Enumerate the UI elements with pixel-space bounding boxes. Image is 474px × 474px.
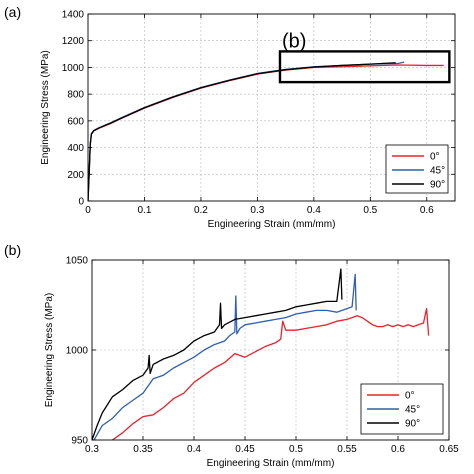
- y-tick-label: 1000: [66, 346, 89, 357]
- panel-b-label: (b): [4, 242, 21, 258]
- callout-label: (b): [282, 30, 306, 52]
- legend-label: 45°: [405, 405, 420, 416]
- series-line-2: [88, 62, 396, 201]
- legend-label: 0°: [405, 391, 415, 402]
- series-line-0: [110, 307, 430, 440]
- x-tick-label: 0.3: [85, 444, 99, 455]
- x-tick-label: 0.6: [391, 444, 405, 455]
- series-line-1: [93, 273, 357, 440]
- y-tick-label: 400: [67, 143, 84, 154]
- x-tick-label: 0.35: [133, 444, 153, 455]
- y-axis-title: Engineering Stress (MPa): [40, 50, 51, 165]
- x-tick-label: 0.2: [194, 205, 208, 216]
- chart-panel-b: 0.3 0.35 0.4 0.45 0.5 0.55 0.6 0.65 950 1000 1050 E…: [44, 256, 459, 470]
- x-tick-label: 0.5: [289, 444, 303, 455]
- x-axis-title: Engineering Strain (mm/mm): [208, 219, 336, 230]
- legend: 0° 45° 90°: [385, 144, 449, 194]
- x-tick-label: 0.5: [363, 205, 377, 216]
- y-tick-label: 0: [78, 197, 84, 208]
- legend: 0° 45° 90°: [360, 383, 444, 435]
- legend-label: 0°: [430, 152, 440, 163]
- x-tick-label: 0.4: [187, 444, 201, 455]
- legend-box: [385, 144, 449, 194]
- x-tick-label: 0: [85, 205, 91, 216]
- y-axis-title: Engineering Stress (MPa): [44, 293, 55, 408]
- y-tick-label: 800: [67, 90, 84, 101]
- legend-label: 90°: [405, 419, 420, 430]
- x-tick-label: 0.3: [250, 205, 264, 216]
- y-tick-label: 1000: [62, 63, 85, 74]
- x-tick-label: 0.4: [307, 205, 321, 216]
- series-line-2: [92, 268, 343, 440]
- chart-panel-a: 0 0.1 0.2 0.3 0.4 0.5 0.6 0 200 400 600 800 1000 1200…: [40, 10, 456, 230]
- x-tick-label: 0.6: [420, 205, 434, 216]
- y-tick-label: 200: [67, 170, 84, 181]
- legend-label: 90°: [430, 180, 445, 191]
- x-tick-label: 0.1: [138, 205, 152, 216]
- y-tick-label: 1400: [62, 10, 85, 21]
- x-tick-label: 0.55: [337, 444, 357, 455]
- y-tick-label: 1050: [66, 256, 89, 267]
- callout-box: [278, 50, 451, 84]
- y-tick-label: 950: [71, 436, 88, 447]
- panel-a-label: (a): [4, 4, 21, 20]
- y-tick-label: 600: [67, 116, 84, 127]
- x-tick-label: 0.65: [439, 444, 459, 455]
- x-tick-label: 0.45: [235, 444, 255, 455]
- legend-label: 45°: [430, 166, 445, 177]
- x-axis-title: Engineering Strain (mm/mm): [207, 458, 335, 469]
- axes-frame: [87, 13, 456, 202]
- y-tick-label: 1200: [62, 36, 85, 47]
